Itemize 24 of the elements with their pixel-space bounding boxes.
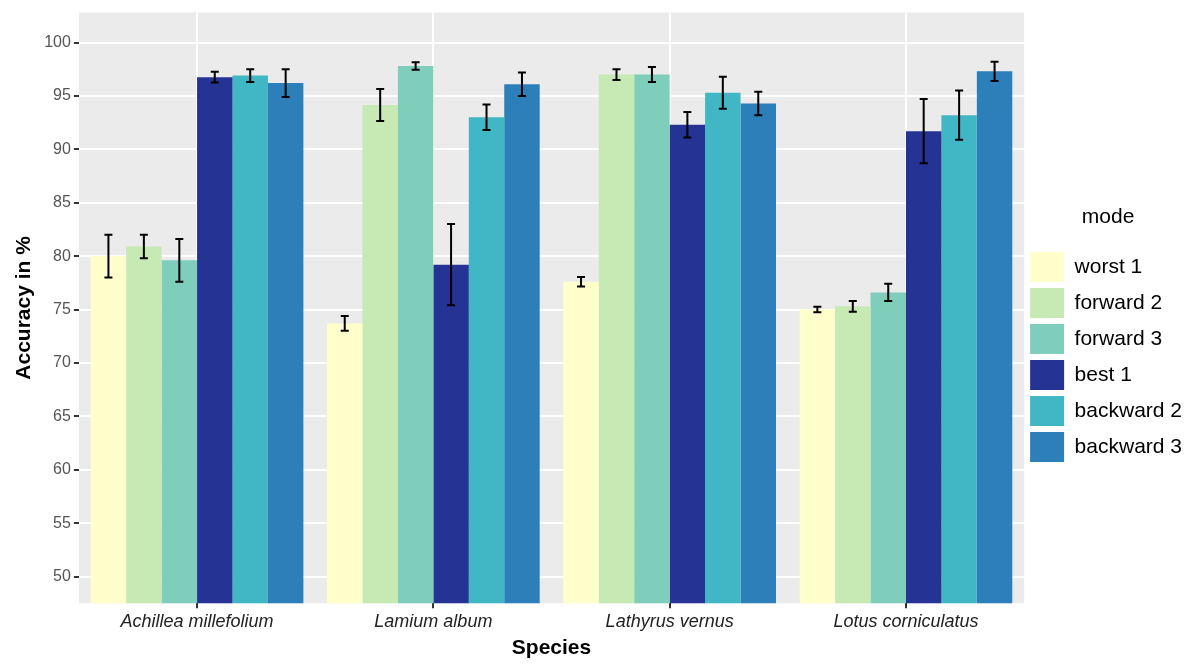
y-tick-label: 95 <box>53 86 71 104</box>
y-tick-label: 50 <box>53 566 71 584</box>
y-tick-label: 100 <box>44 32 71 50</box>
legend-label: forward 3 <box>1074 325 1163 349</box>
y-tick-label: 70 <box>53 353 71 371</box>
legend-label: worst 1 <box>1073 253 1143 277</box>
x-tick-label: Achillea millefolium <box>119 611 274 631</box>
x-tick-label: Lathyrus vernus <box>605 611 734 631</box>
legend-title: mode <box>1081 204 1135 228</box>
y-tick-label: 75 <box>53 299 71 317</box>
y-tick-label: 60 <box>53 460 71 478</box>
legend-label: forward 2 <box>1074 289 1163 313</box>
x-axis-title: Species <box>511 635 592 659</box>
y-tick-label: 80 <box>53 246 71 264</box>
legend-label: backward 2 <box>1074 397 1182 421</box>
x-tick-label: Lotus corniculatus <box>833 611 979 631</box>
y-axis-title: Accuracy in % <box>11 235 35 380</box>
y-tick-label: 85 <box>53 193 71 211</box>
legend-label: backward 3 <box>1074 433 1182 457</box>
y-tick-label: 55 <box>53 513 71 531</box>
y-tick-label: 65 <box>53 406 71 424</box>
y-tick-label: 90 <box>53 139 71 157</box>
x-tick-label: Lamium album <box>374 611 493 631</box>
legend-label: best 1 <box>1074 361 1132 385</box>
